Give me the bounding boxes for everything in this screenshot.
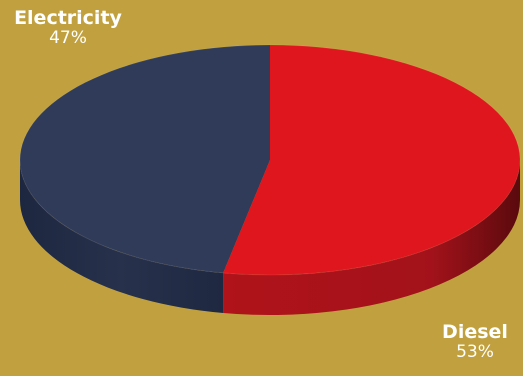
slice-label-diesel: Diesel 53% [430,322,520,362]
slice-name-diesel: Diesel [442,321,508,343]
slice-diesel [223,45,520,275]
slice-side-diesel [223,160,521,315]
slice-side-electricity [20,160,224,313]
slice-name-electricity: Electricity [14,7,122,29]
slice-value-diesel: 53% [456,341,494,362]
slice-electricity [19,44,271,273]
pie-rim [19,44,521,276]
slice-value-electricity: 47% [49,27,87,48]
slice-label-electricity: Electricity 47% [8,8,128,48]
